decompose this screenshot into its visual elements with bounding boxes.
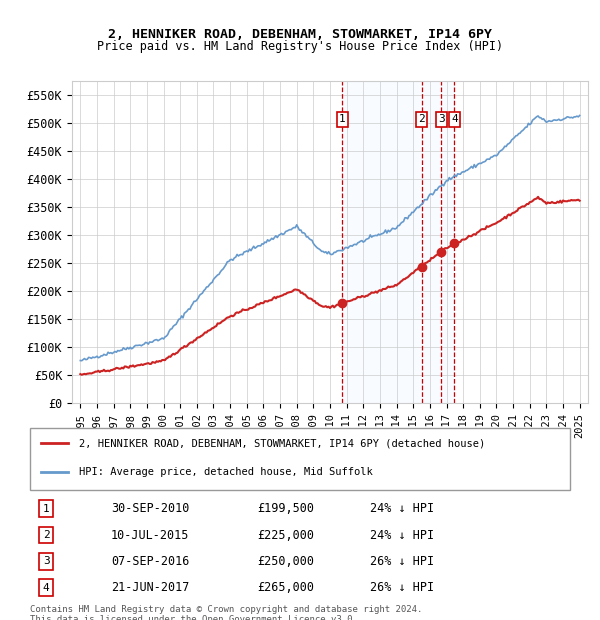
Text: HPI: Average price, detached house, Mid Suffolk: HPI: Average price, detached house, Mid … xyxy=(79,467,373,477)
Text: 2, HENNIKER ROAD, DEBENHAM, STOWMARKET, IP14 6PY (detached house): 2, HENNIKER ROAD, DEBENHAM, STOWMARKET, … xyxy=(79,438,485,448)
Text: 1: 1 xyxy=(43,504,50,514)
FancyBboxPatch shape xyxy=(30,428,570,490)
Text: 2: 2 xyxy=(43,530,50,540)
Text: 2, HENNIKER ROAD, DEBENHAM, STOWMARKET, IP14 6PY: 2, HENNIKER ROAD, DEBENHAM, STOWMARKET, … xyxy=(108,28,492,41)
Text: 24% ↓ HPI: 24% ↓ HPI xyxy=(370,502,434,515)
Text: 3: 3 xyxy=(43,557,50,567)
Text: Contains HM Land Registry data © Crown copyright and database right 2024.
This d: Contains HM Land Registry data © Crown c… xyxy=(30,604,422,620)
Text: 1: 1 xyxy=(339,114,346,124)
Text: 21-JUN-2017: 21-JUN-2017 xyxy=(111,582,190,595)
Text: Price paid vs. HM Land Registry's House Price Index (HPI): Price paid vs. HM Land Registry's House … xyxy=(97,40,503,53)
Text: £199,500: £199,500 xyxy=(257,502,314,515)
Text: 30-SEP-2010: 30-SEP-2010 xyxy=(111,502,190,515)
Bar xyxy=(343,81,454,403)
Text: 4: 4 xyxy=(43,583,50,593)
Text: 24% ↓ HPI: 24% ↓ HPI xyxy=(370,529,434,542)
Text: 3: 3 xyxy=(438,114,445,124)
Text: 26% ↓ HPI: 26% ↓ HPI xyxy=(370,555,434,568)
Text: 07-SEP-2016: 07-SEP-2016 xyxy=(111,555,190,568)
Text: 10-JUL-2015: 10-JUL-2015 xyxy=(111,529,190,542)
Text: 2: 2 xyxy=(419,114,425,124)
Text: £265,000: £265,000 xyxy=(257,582,314,595)
Text: £250,000: £250,000 xyxy=(257,555,314,568)
Text: 4: 4 xyxy=(451,114,458,124)
Text: 26% ↓ HPI: 26% ↓ HPI xyxy=(370,582,434,595)
Text: £225,000: £225,000 xyxy=(257,529,314,542)
